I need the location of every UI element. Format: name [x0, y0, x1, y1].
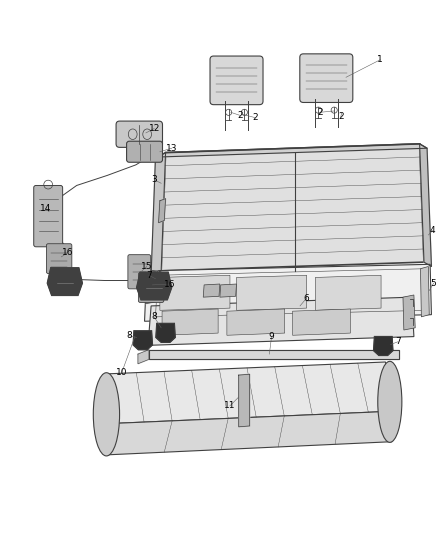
Text: 7: 7 [395, 337, 401, 346]
Text: 13: 13 [166, 144, 177, 153]
Text: 8: 8 [151, 312, 157, 321]
Text: 16: 16 [164, 279, 176, 288]
Polygon shape [227, 309, 285, 335]
FancyBboxPatch shape [300, 54, 353, 102]
Polygon shape [160, 275, 230, 310]
Polygon shape [239, 374, 250, 427]
Text: 12: 12 [148, 124, 160, 133]
Polygon shape [133, 331, 152, 350]
FancyBboxPatch shape [210, 56, 263, 104]
Text: 7: 7 [146, 271, 152, 280]
Text: 6: 6 [304, 294, 310, 303]
FancyBboxPatch shape [127, 141, 162, 162]
Polygon shape [109, 362, 396, 423]
Polygon shape [315, 275, 381, 310]
Text: 11: 11 [224, 401, 236, 410]
Polygon shape [159, 199, 166, 223]
Text: 2: 2 [237, 111, 243, 120]
Polygon shape [151, 152, 166, 275]
Polygon shape [403, 295, 415, 330]
Text: 15: 15 [141, 262, 152, 271]
Polygon shape [145, 271, 158, 304]
Ellipse shape [378, 361, 402, 442]
FancyBboxPatch shape [46, 244, 72, 273]
Polygon shape [162, 309, 218, 335]
FancyBboxPatch shape [128, 255, 151, 289]
Text: 9: 9 [268, 332, 275, 341]
Text: 16: 16 [62, 248, 74, 257]
Polygon shape [145, 264, 431, 321]
Text: 5: 5 [431, 279, 437, 288]
Polygon shape [137, 272, 172, 300]
Polygon shape [203, 284, 220, 297]
Text: 2: 2 [338, 112, 343, 121]
Polygon shape [149, 350, 399, 359]
Polygon shape [374, 336, 393, 356]
Polygon shape [159, 144, 427, 157]
Polygon shape [107, 411, 396, 455]
Text: 4: 4 [430, 226, 435, 235]
Polygon shape [156, 324, 175, 342]
Text: 10: 10 [116, 368, 127, 377]
FancyBboxPatch shape [116, 121, 162, 147]
Text: 14: 14 [40, 204, 52, 213]
Polygon shape [293, 309, 350, 335]
Text: 2: 2 [252, 113, 258, 122]
Polygon shape [420, 266, 429, 317]
Polygon shape [220, 284, 237, 297]
Text: 8: 8 [126, 331, 132, 340]
FancyBboxPatch shape [138, 273, 164, 302]
Polygon shape [237, 275, 307, 310]
FancyBboxPatch shape [34, 185, 63, 247]
Polygon shape [420, 144, 431, 266]
Polygon shape [47, 268, 82, 295]
Ellipse shape [93, 373, 120, 456]
Polygon shape [161, 144, 424, 271]
Polygon shape [138, 350, 149, 364]
Text: 1: 1 [377, 55, 383, 64]
Polygon shape [148, 297, 414, 345]
Text: 2: 2 [317, 108, 322, 117]
Text: 3: 3 [151, 175, 157, 184]
